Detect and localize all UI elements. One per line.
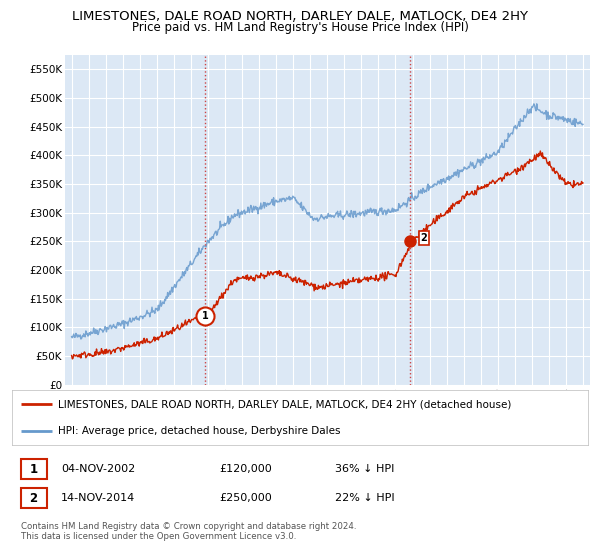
Text: £250,000: £250,000 [220,493,272,503]
FancyBboxPatch shape [20,488,47,508]
Text: Price paid vs. HM Land Registry's House Price Index (HPI): Price paid vs. HM Land Registry's House … [131,21,469,34]
Text: 1: 1 [29,463,38,475]
Text: LIMESTONES, DALE ROAD NORTH, DARLEY DALE, MATLOCK, DE4 2HY: LIMESTONES, DALE ROAD NORTH, DARLEY DALE… [72,10,528,23]
Text: 1: 1 [202,311,209,321]
Text: 14-NOV-2014: 14-NOV-2014 [61,493,135,503]
Text: HPI: Average price, detached house, Derbyshire Dales: HPI: Average price, detached house, Derb… [58,427,341,436]
Text: £120,000: £120,000 [220,464,272,474]
Text: 36% ↓ HPI: 36% ↓ HPI [335,464,394,474]
Text: LIMESTONES, DALE ROAD NORTH, DARLEY DALE, MATLOCK, DE4 2HY (detached house): LIMESTONES, DALE ROAD NORTH, DARLEY DALE… [58,399,511,409]
FancyBboxPatch shape [20,459,47,479]
Text: 04-NOV-2002: 04-NOV-2002 [61,464,135,474]
Text: 22% ↓ HPI: 22% ↓ HPI [335,493,394,503]
Text: Contains HM Land Registry data © Crown copyright and database right 2024.
This d: Contains HM Land Registry data © Crown c… [20,522,356,542]
Text: 2: 2 [421,234,427,244]
Text: 2: 2 [29,492,38,505]
